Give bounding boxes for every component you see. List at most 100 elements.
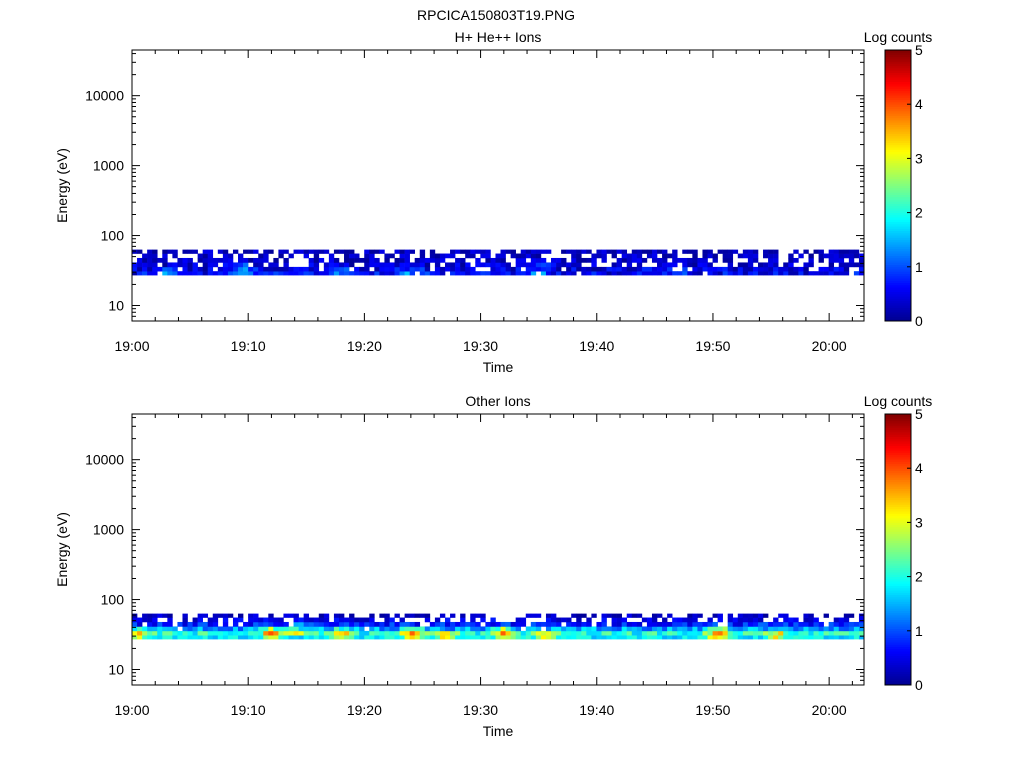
heatmap-cell <box>727 266 734 272</box>
heatmap-cell <box>212 630 219 636</box>
heatmap-cell <box>742 262 749 268</box>
heatmap-cell <box>535 257 542 263</box>
heatmap-cell <box>768 266 774 272</box>
heatmap-cell <box>434 271 441 276</box>
heatmap-cell <box>793 635 799 640</box>
heatmap-cell <box>349 271 355 276</box>
heatmap-cell <box>636 613 643 618</box>
heatmap-cell <box>651 621 658 627</box>
heatmap-cell <box>677 630 683 636</box>
heatmap-cell <box>621 617 628 623</box>
heatmap-cell <box>253 626 259 632</box>
heatmap-cell <box>444 617 451 623</box>
heatmap-cell <box>470 617 476 623</box>
heatmap-cell <box>475 621 481 627</box>
heatmap-cell <box>369 613 375 618</box>
heatmap-cell <box>646 621 653 627</box>
colorbar-segment <box>885 126 911 130</box>
heatmap-cell <box>672 635 678 640</box>
colorbar-segment <box>885 311 911 315</box>
heatmap-cell <box>757 262 764 268</box>
heatmap-cell <box>545 635 552 640</box>
colorbar-segment <box>885 594 911 598</box>
heatmap-cell <box>485 630 491 636</box>
heatmap-cell <box>273 262 279 268</box>
heatmap-cell <box>192 262 198 268</box>
heatmap-cell <box>687 257 693 263</box>
heatmap-cell <box>258 630 264 636</box>
heatmap-cell <box>253 617 259 623</box>
heatmap-cell <box>515 271 522 276</box>
heatmap-cell <box>581 621 587 627</box>
heatmap-cell <box>227 253 234 259</box>
heatmap-cell <box>672 262 678 268</box>
heatmap-cell <box>672 626 678 632</box>
heatmap-cell <box>419 266 426 272</box>
heatmap-cell <box>540 257 547 263</box>
heatmap-cell <box>576 266 582 272</box>
heatmap-cell <box>757 271 764 276</box>
heatmap-cell <box>399 617 405 623</box>
heatmap-cell <box>338 621 345 627</box>
colorbar-segment <box>885 74 911 78</box>
heatmap-cell <box>641 626 648 632</box>
heatmap-cell <box>858 630 865 636</box>
heatmap-cell <box>142 262 148 268</box>
x-tick-label: 19:40 <box>579 702 614 718</box>
heatmap-cell <box>278 626 284 632</box>
heatmap-cell <box>702 626 708 632</box>
heatmap-cell <box>773 630 779 636</box>
heatmap-cell <box>434 266 441 272</box>
heatmap-cell <box>828 626 835 632</box>
heatmap-cell <box>389 271 395 276</box>
heatmap-cell <box>778 626 784 632</box>
heatmap-cell <box>616 249 622 254</box>
colorbar-segment <box>885 576 911 580</box>
colorbar-segment <box>885 648 911 652</box>
heatmap-cell <box>258 257 264 263</box>
heatmap-cell <box>197 635 203 640</box>
heatmap-cell <box>308 257 315 263</box>
heatmap-cell <box>394 266 400 272</box>
colorbar-segment <box>885 590 911 593</box>
heatmap-cell <box>444 262 451 268</box>
heatmap-cell <box>566 635 572 640</box>
heatmap-cell <box>490 617 496 623</box>
heatmap-cell <box>222 262 229 268</box>
heatmap-cell <box>455 271 461 276</box>
colorbar-segment <box>885 531 911 535</box>
heatmap-cell <box>263 266 269 272</box>
heatmap-cell <box>778 271 784 276</box>
colorbar-segment <box>885 144 911 148</box>
heatmap-cell <box>147 253 153 259</box>
heatmap-cell <box>631 626 638 632</box>
colorbar-segment <box>885 115 911 119</box>
heatmap-cell <box>232 271 239 276</box>
heatmap-cell <box>712 257 718 263</box>
colorbar-segment <box>885 461 911 465</box>
heatmap-cell <box>197 271 203 276</box>
heatmap-cell <box>248 621 254 627</box>
heatmap-cell <box>692 253 698 259</box>
heatmap-cell <box>576 630 582 636</box>
heatmap-cell <box>137 617 143 623</box>
heatmap-cell <box>429 271 436 276</box>
heatmap-cell <box>808 617 814 623</box>
heatmap-cell <box>737 271 744 276</box>
heatmap-cell <box>182 262 188 268</box>
heatmap-cell <box>349 253 355 259</box>
colorbar-segment <box>885 621 911 625</box>
colorbar-segment <box>885 583 911 587</box>
heatmap-cell <box>667 262 673 268</box>
colorbar-segment <box>885 120 911 123</box>
colorbar-segment <box>885 269 911 272</box>
heatmap-cell <box>747 626 754 632</box>
heatmap-cell <box>495 626 501 632</box>
heatmap-cell <box>313 635 320 640</box>
heatmap-cell <box>182 613 188 618</box>
heatmap-cell <box>712 635 718 640</box>
heatmap-cell <box>586 630 592 636</box>
heatmap-cell <box>697 613 703 618</box>
heatmap-cell <box>207 621 214 627</box>
